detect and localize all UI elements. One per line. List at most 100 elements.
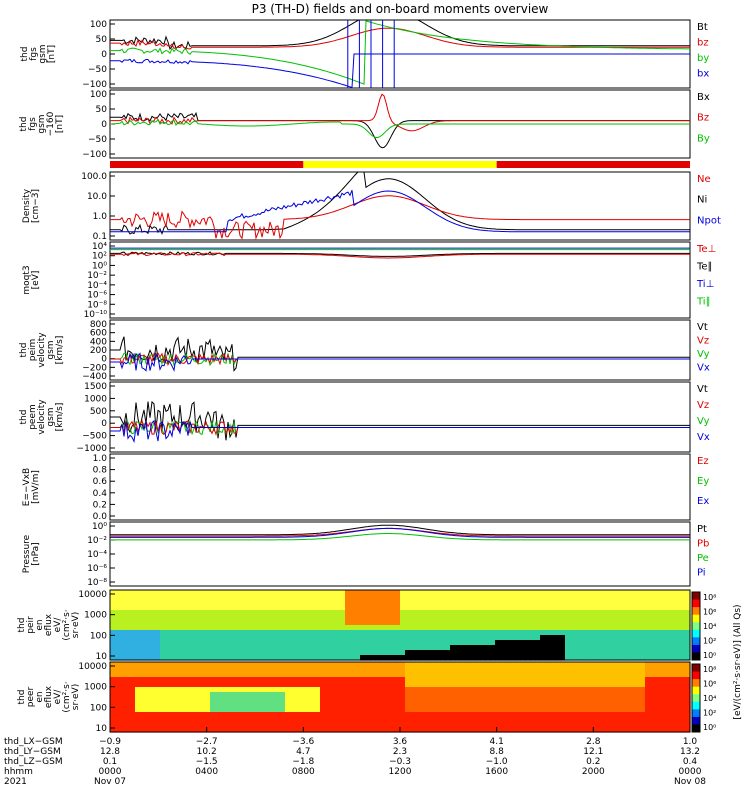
spectrogram-cell [585,625,591,631]
spectrogram-cell [330,620,336,626]
spectrogram-cell [650,640,656,646]
spectrogram-cell [280,662,286,668]
spectrogram-cell [410,590,416,596]
spectrogram-cell [225,630,231,636]
spectrogram-cell [140,630,146,636]
spectrogram-cell [595,717,601,723]
spectrogram-cell [630,595,636,601]
spectrogram-cell [225,667,231,673]
spectrogram-cell [175,702,181,708]
spectrogram-cell [150,677,156,683]
spectrogram-cell [535,722,541,728]
spectrogram-cell [280,650,286,656]
spectrogram-cell [340,672,346,678]
spectrogram-cell [290,595,296,601]
spectrogram-cell [250,620,256,626]
spectrogram-cell [335,712,341,718]
legend-Vy: Vy [697,416,710,427]
spectrogram-cell [445,727,451,733]
legend-Npot: Npot [697,215,721,226]
spectrogram-cell [565,620,571,626]
spectrogram-cell [180,640,186,646]
spectrogram-cell [625,615,631,621]
spectrogram-cell [385,722,391,728]
spectrogram-cell [585,635,591,641]
spectrogram-cell [400,620,406,626]
spectrogram-cell [170,722,176,728]
spectrogram-cell [420,677,426,683]
spectrogram-cell [225,727,231,733]
spectrogram-cell [220,712,226,718]
spectrogram-cell [155,645,161,651]
spectrogram-cell [550,595,556,601]
spectrogram-cell [405,625,411,631]
spectrogram-cell [660,662,666,668]
spectrogram-cell [600,630,606,636]
spectrogram-cell [270,620,276,626]
y-tick-label: 10⁻¹⁰ [84,310,108,320]
spectrogram-cell [235,667,241,673]
spectrogram-cell [430,600,436,606]
spectrogram-cell [630,702,636,708]
spectrogram-cell [465,590,471,596]
spectrogram-cell [630,722,636,728]
legend-Ex: Ex [697,496,709,507]
spectrogram-cell [265,677,271,683]
spectrogram-cell [360,635,366,641]
spectrogram-cell [385,687,391,693]
spectrogram-cell [405,645,411,651]
spectrogram-cell [445,677,451,683]
spectrogram-cell [395,707,401,713]
spectrogram-cell [455,655,461,661]
x-tick-label: 1600 [485,767,508,777]
spectrogram-cell [635,620,641,626]
spectrogram-cell [515,717,521,723]
spectrogram-cell [595,635,601,641]
spectrogram-cell [275,727,281,733]
spectrogram-cell [625,600,631,606]
spectrogram-cell [130,662,136,668]
spectrogram-cell [620,610,626,616]
spectrogram-cell [315,667,321,673]
spectrogram-cell [340,702,346,708]
spectrogram-cell [545,595,551,601]
spectrogram-cell [665,645,671,651]
spectrogram-cell [155,707,161,713]
spectrogram-cell [205,600,211,606]
spectrogram-cell [255,722,261,728]
colorbar-tick: 10⁰ [703,723,716,732]
spectrogram-cell [140,672,146,678]
spectrogram-cell [135,650,141,656]
spectrogram-cell [170,600,176,606]
spectrogram-cell [365,645,371,651]
spectrogram-cell [440,727,446,733]
spectrogram-cell [305,605,311,611]
spectrogram-cell [495,655,501,661]
spectrogram-cell [200,682,206,688]
spectrogram-cell [185,682,191,688]
y-tick-label: 200 [90,346,107,356]
spectrogram-cell [215,625,221,631]
spectrogram-cell [195,610,201,616]
spectrogram-cell [685,645,691,651]
spectrogram-cell [385,645,391,651]
spectrogram-cell [230,615,236,621]
spectrogram-cell [365,605,371,611]
spectrogram-cell [540,712,546,718]
spectrogram-cell [670,692,676,698]
spectrogram-cell [195,727,201,733]
spectrogram-cell [385,625,391,631]
spectrogram-cell [650,655,656,661]
spectrogram-cell [330,712,336,718]
spectrogram-cell [160,595,166,601]
spectrogram-cell [155,640,161,646]
spectrogram-cell [180,727,186,733]
spectrogram-cell [135,595,141,601]
spectrogram-cell [260,640,266,646]
spectrogram-cell [295,707,301,713]
spectrogram-cell [565,712,571,718]
spectrogram-cell [510,687,516,693]
spectrogram-cell [565,605,571,611]
spectrogram-cell [505,630,511,636]
